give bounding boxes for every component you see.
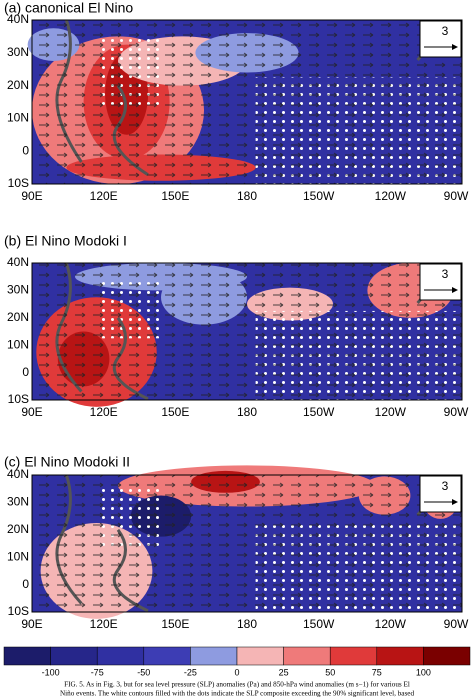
lat-label: 0 [22,143,29,157]
colorbar-bin [329,646,378,666]
colorbar-label: -75 [91,667,104,677]
lon-label: 90E [21,617,42,631]
colorbar-bin [143,646,191,666]
colorbar-bin [376,646,424,666]
lon-label: 120E [90,189,118,203]
lon-label: 150E [161,405,189,419]
reference-box [419,20,462,58]
colorbar-label: 75 [372,667,382,677]
wind-vectors [32,263,462,400]
colorbar-bin [3,646,51,666]
reference-label: 3 [442,479,449,493]
colorbar-label: 50 [325,667,335,677]
lat-label: 10N [7,549,29,563]
lat-label: 40N [7,467,29,481]
panel-title: (c) El Nino Modoki II [4,454,130,470]
lat-label: 10N [7,337,29,351]
lat-label: 10N [7,111,29,125]
wind-vectors [32,20,462,184]
lon-label: 150E [161,617,189,631]
colorbar-label: 25 [279,667,289,677]
colorbar-label: -25 [184,667,197,677]
panel-title: (b) El Nino Modoki I [4,233,127,249]
colorbar-bin [423,646,471,666]
lon-label: 120W [375,189,407,203]
lat-label: 20N [7,310,29,324]
map-frame [31,19,463,185]
lat-label: 20N [7,522,29,536]
colorbar-label: 100 [416,667,431,677]
lon-label: 90E [21,189,42,203]
colorbar-bin [190,646,238,666]
colorbar-bin [283,646,331,666]
panel-title: (a) canonical El Nino [4,0,133,16]
lon-label: 90W [444,189,469,203]
lat-label: 20N [7,78,29,92]
lat-label: 30N [7,283,29,297]
lon-label: 90W [444,617,469,631]
lat-label: 10S [8,176,29,190]
lat-label: 0 [22,365,29,379]
lon-label: 120E [90,617,118,631]
lat-label: 40N [7,12,29,26]
colorbar-bin [236,646,284,666]
lon-label: 180 [237,189,257,203]
caption-line: FIG. 5. As in Fig. 3, but for sea level … [64,681,410,689]
lat-label: 0 [22,577,29,591]
lat-label: 40N [7,255,29,269]
lon-label: 180 [237,405,257,419]
map-frame [31,474,463,613]
reference-box [419,263,462,301]
lon-label: 120W [375,405,407,419]
lon-label: 90W [444,405,469,419]
lat-label: 30N [7,495,29,509]
lon-label: 180 [237,617,257,631]
lon-label: 150W [303,189,335,203]
lon-label: 150E [161,189,189,203]
lat-label: 10S [8,604,29,618]
colorbar-bin [96,646,145,666]
map-frame [31,262,463,401]
lon-label: 150W [303,617,335,631]
reference-label: 3 [442,24,449,38]
colorbar-label: -50 [137,667,150,677]
lon-label: 120E [90,405,118,419]
lat-label: 30N [7,45,29,59]
caption-line: Niño events. The white contours filled w… [60,690,415,698]
colorbar-label: -100 [42,667,60,677]
lon-label: 120W [375,617,407,631]
reference-box [419,475,462,513]
reference-label: 3 [442,267,449,281]
colorbar-bin [50,646,98,666]
colorbar-label: 0 [234,667,239,677]
wind-vectors [32,475,462,612]
lon-label: 150W [303,405,335,419]
lon-label: 90E [21,405,42,419]
lat-label: 10S [8,392,29,406]
